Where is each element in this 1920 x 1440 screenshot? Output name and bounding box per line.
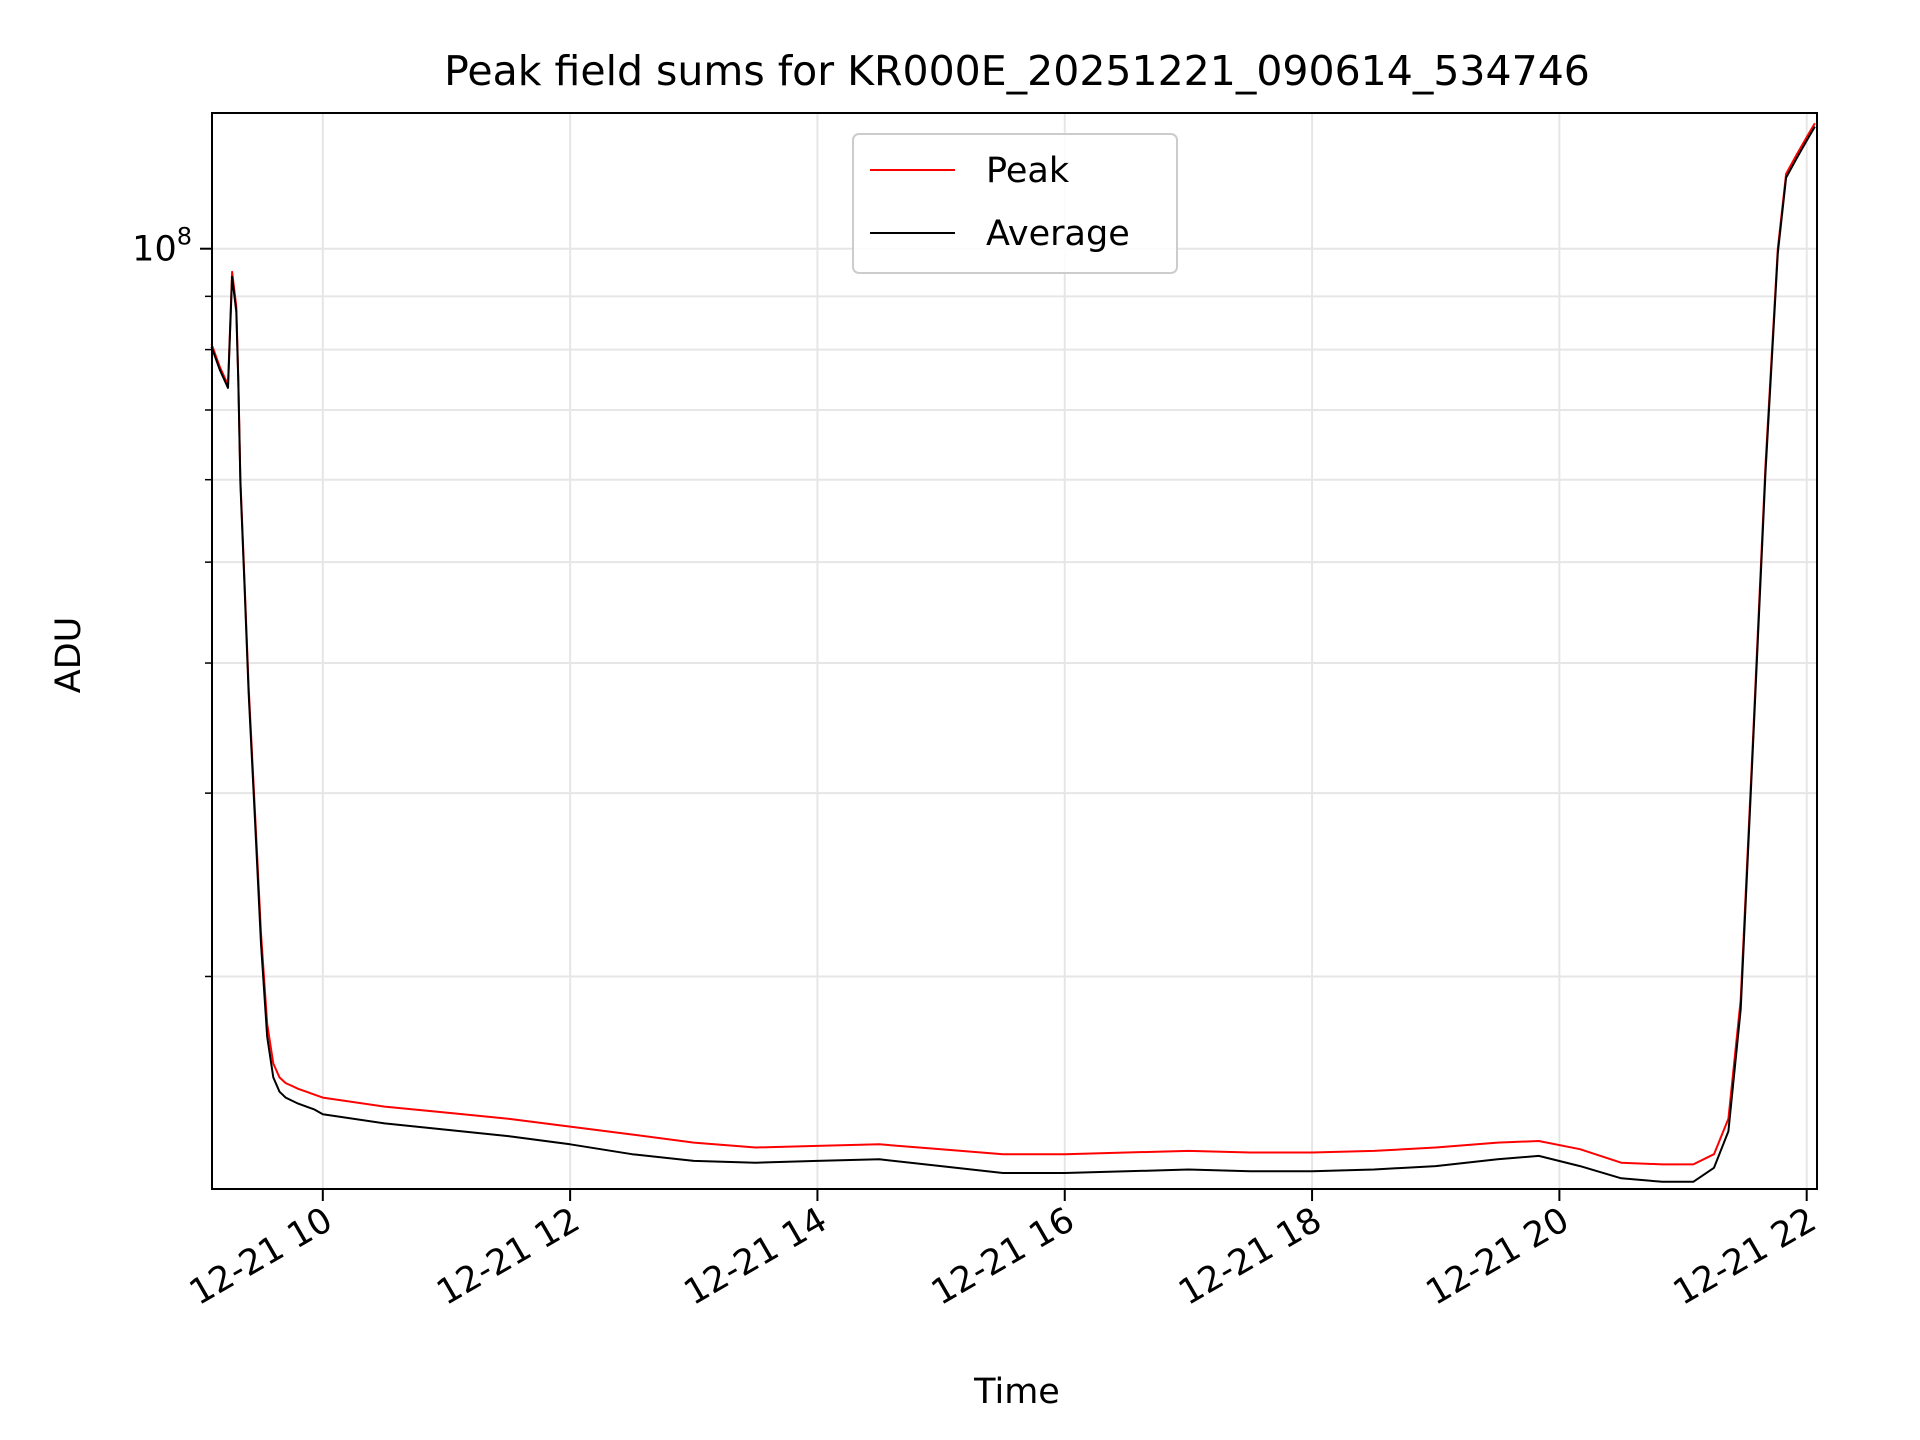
y-axis-ticks: 108 <box>132 223 212 978</box>
series-line-average <box>210 126 1816 1183</box>
y-axis-label: ADU <box>49 617 89 694</box>
chart-title: Peak field sums for KR000E_20251221_0906… <box>444 47 1590 95</box>
x-axis-label: Time <box>973 1372 1060 1412</box>
series-lines <box>210 122 1816 1183</box>
legend: Peak Average <box>852 133 1178 274</box>
legend-label-peak: Peak <box>986 151 1070 191</box>
legend-box <box>852 133 1178 274</box>
grid <box>212 113 1817 1189</box>
y-tick-label: 108 <box>132 223 192 270</box>
plot-frame <box>211 112 1818 1190</box>
legend-label-average: Average <box>986 214 1130 254</box>
